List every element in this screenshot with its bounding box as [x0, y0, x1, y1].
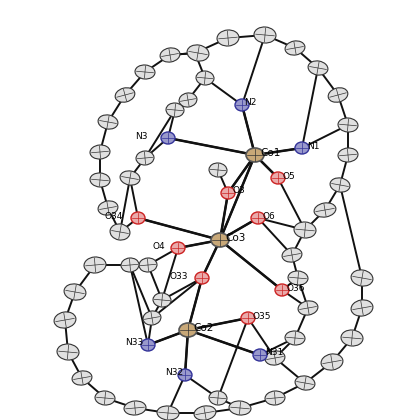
Ellipse shape: [178, 369, 192, 381]
Text: O4: O4: [152, 242, 165, 251]
Ellipse shape: [265, 351, 285, 365]
Ellipse shape: [275, 284, 289, 296]
Ellipse shape: [131, 212, 145, 224]
Text: Co3: Co3: [225, 233, 245, 243]
Text: N1: N1: [307, 142, 320, 151]
Ellipse shape: [271, 172, 285, 184]
Ellipse shape: [229, 401, 251, 415]
Ellipse shape: [95, 391, 115, 405]
Ellipse shape: [209, 391, 227, 405]
Ellipse shape: [84, 257, 106, 273]
Ellipse shape: [288, 271, 308, 285]
Ellipse shape: [161, 132, 175, 144]
Ellipse shape: [57, 344, 79, 360]
Ellipse shape: [328, 88, 348, 102]
Ellipse shape: [295, 376, 315, 390]
Ellipse shape: [282, 248, 302, 262]
Ellipse shape: [341, 330, 363, 346]
Ellipse shape: [143, 311, 161, 325]
Ellipse shape: [166, 103, 184, 117]
Ellipse shape: [160, 48, 180, 62]
Text: N31: N31: [265, 348, 283, 357]
Ellipse shape: [98, 201, 118, 215]
Text: O36: O36: [287, 284, 305, 293]
Ellipse shape: [136, 151, 154, 165]
Text: O34: O34: [105, 212, 123, 221]
Ellipse shape: [321, 354, 343, 370]
Ellipse shape: [153, 293, 171, 307]
Text: N3: N3: [136, 132, 148, 141]
Ellipse shape: [246, 148, 264, 162]
Ellipse shape: [251, 212, 265, 224]
Ellipse shape: [253, 349, 267, 361]
Ellipse shape: [124, 401, 146, 415]
Ellipse shape: [98, 115, 118, 129]
Ellipse shape: [265, 391, 285, 405]
Ellipse shape: [110, 224, 130, 240]
Ellipse shape: [135, 65, 155, 79]
Text: O3: O3: [233, 186, 246, 195]
Ellipse shape: [314, 203, 336, 217]
Ellipse shape: [235, 99, 249, 111]
Ellipse shape: [211, 233, 229, 247]
Ellipse shape: [221, 187, 235, 199]
Ellipse shape: [139, 258, 157, 272]
Ellipse shape: [217, 30, 239, 46]
Ellipse shape: [179, 323, 197, 337]
Ellipse shape: [308, 61, 328, 75]
Ellipse shape: [295, 142, 309, 154]
Text: N2: N2: [244, 98, 256, 107]
Ellipse shape: [285, 41, 305, 55]
Ellipse shape: [90, 173, 110, 187]
Ellipse shape: [194, 406, 216, 420]
Text: O33: O33: [169, 272, 188, 281]
Ellipse shape: [195, 272, 209, 284]
Text: N32: N32: [165, 368, 183, 377]
Ellipse shape: [209, 163, 227, 177]
Ellipse shape: [241, 312, 255, 324]
Ellipse shape: [351, 270, 373, 286]
Ellipse shape: [330, 178, 350, 192]
Text: Co2: Co2: [193, 323, 214, 333]
Ellipse shape: [187, 45, 209, 61]
Ellipse shape: [141, 339, 155, 351]
Ellipse shape: [294, 222, 316, 238]
Ellipse shape: [72, 371, 92, 385]
Ellipse shape: [64, 284, 86, 300]
Ellipse shape: [298, 301, 318, 315]
Text: O35: O35: [253, 312, 271, 321]
Ellipse shape: [254, 27, 276, 43]
Ellipse shape: [90, 145, 110, 159]
Ellipse shape: [54, 312, 76, 328]
Ellipse shape: [351, 300, 373, 316]
Ellipse shape: [171, 242, 185, 254]
Ellipse shape: [196, 71, 214, 85]
Text: Co1: Co1: [260, 148, 281, 158]
Ellipse shape: [338, 118, 358, 132]
Ellipse shape: [120, 171, 140, 185]
Ellipse shape: [338, 148, 358, 162]
Ellipse shape: [179, 93, 197, 107]
Text: O6: O6: [263, 212, 276, 221]
Ellipse shape: [285, 331, 305, 345]
Text: N33: N33: [125, 338, 143, 347]
Ellipse shape: [115, 88, 135, 102]
Ellipse shape: [121, 258, 139, 272]
Ellipse shape: [157, 406, 179, 420]
Text: O5: O5: [283, 172, 296, 181]
